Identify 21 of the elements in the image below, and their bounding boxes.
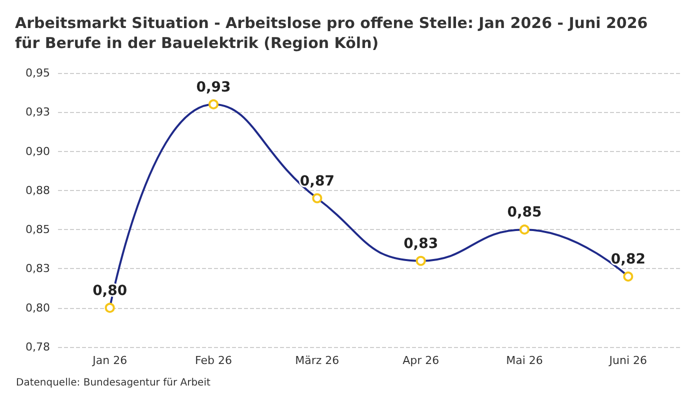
y-tick-label: 0,88 (26, 184, 50, 197)
x-tick-label: Feb 26 (195, 354, 232, 367)
x-tick-label: Apr 26 (402, 354, 440, 367)
y-tick-label: 0,78 (26, 340, 50, 354)
y-tick-label: 0,95 (26, 66, 50, 80)
x-tick-label: Mai 26 (506, 354, 543, 367)
y-tick-label: 0,83 (26, 262, 50, 276)
data-label: 0,82 (610, 252, 646, 268)
data-label: 0,93 (196, 79, 231, 96)
data-label: 0,85 (507, 204, 542, 221)
y-tick-label: 0,93 (26, 106, 50, 119)
data-label: 0,87 (300, 173, 334, 190)
x-tick-label: Juni 26 (608, 354, 648, 367)
data-label: 0,83 (404, 236, 438, 252)
y-tick-label: 0,80 (26, 301, 50, 314)
text: Datenquelle: Bundesagentur für Arbeit (16, 378, 210, 388)
x-tick-label: März 26 (295, 354, 340, 367)
y-tick-label: 0,90 (26, 144, 50, 158)
chart-title: Arbeitsmarkt Situation - Arbeitslose pro offene Stelle: Jan 2026 - Juni 2026 für Berufe in der Bauelektrik (Region Köln) (15, 14, 653, 52)
y-tick-label: 0,85 (26, 223, 50, 236)
x-tick-label: Jan 26 (92, 354, 128, 367)
